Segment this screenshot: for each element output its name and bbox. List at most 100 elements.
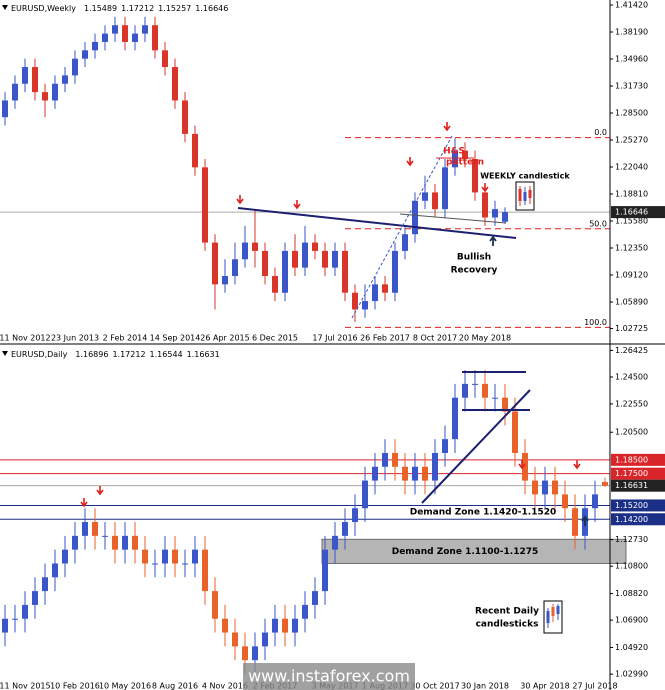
- header-high: 1.17212: [112, 350, 145, 359]
- annotation: WEEKLY candlestick: [480, 172, 570, 181]
- header-close: 1.16631: [187, 350, 220, 359]
- candle-body: [82, 50, 88, 59]
- weekly-header: EURUSD,Weekly 1.15489 1.17212 1.15257 1.1664…: [11, 4, 228, 13]
- candle-body: [492, 209, 498, 218]
- candle-body: [422, 192, 428, 201]
- candle-body: [452, 397, 458, 440]
- fib-label: 100.0: [584, 318, 607, 327]
- price-level-box: [611, 206, 665, 219]
- candle-body: [502, 212, 508, 222]
- annotation: pattern: [446, 158, 484, 168]
- x-tick-label: 8 Aug 2016: [152, 682, 198, 690]
- y-tick-label: 1.12730: [615, 535, 648, 544]
- candle-body: [372, 466, 378, 481]
- header-close: 1.16646: [195, 4, 228, 13]
- candle-body: [52, 563, 58, 578]
- arrow-down: [80, 498, 88, 508]
- candle-body: [432, 452, 438, 481]
- x-tick-label: 10 May 2016: [99, 682, 151, 690]
- arrow-down: [96, 486, 104, 496]
- y-tick-label: 1.02725: [615, 324, 648, 333]
- annotation: candlesticks: [476, 620, 539, 630]
- price-level-box: [611, 499, 665, 512]
- arrow-up: [489, 235, 497, 246]
- trendline: [237, 207, 517, 239]
- fib-label: 0.0: [594, 128, 607, 137]
- y-tick-label: 1.10800: [615, 562, 648, 571]
- neckline: [399, 213, 507, 224]
- candle-body: [572, 508, 578, 536]
- candle-body: [332, 250, 338, 268]
- arrow-down: [518, 460, 526, 470]
- candle-body: [402, 466, 408, 481]
- watermark-box: [243, 663, 415, 690]
- candle-body: [122, 25, 128, 42]
- x-tick-label: 17 Jul 2016: [312, 334, 357, 343]
- candle-body: [122, 535, 128, 550]
- candle-body: [212, 242, 218, 285]
- y-tick-label: 1.26425: [615, 346, 648, 355]
- x-tick-label: 4 Nov 2016: [202, 682, 248, 690]
- candle-body: [112, 535, 118, 550]
- candle-body: [512, 411, 518, 453]
- daily-trendlines: [421, 371, 531, 504]
- candle-body: [142, 549, 148, 564]
- candle-body: [492, 397, 498, 399]
- candle-body: [252, 646, 258, 661]
- candle-body: [282, 250, 288, 293]
- candle-body: [142, 25, 148, 34]
- header-title: EURUSD,Weekly: [11, 4, 76, 13]
- y-tick-label: 1.15580: [615, 217, 648, 226]
- daily-header: EURUSD,Daily 1.16896 1.17212 1.16544 1.16631: [11, 350, 220, 359]
- candle-body: [352, 508, 358, 523]
- candle-body: [382, 284, 388, 293]
- price-level-label: 1.18500: [615, 455, 648, 464]
- y-tick-label: 1.22550: [615, 399, 648, 408]
- y-tick-label: 1.34960: [615, 55, 648, 64]
- arrows-up: [489, 235, 589, 526]
- header-title: EURUSD,Daily: [11, 350, 68, 359]
- candle-body: [362, 480, 368, 509]
- candle-body: [292, 250, 298, 268]
- candle-body: [252, 242, 258, 251]
- candle-body: [82, 522, 88, 536]
- candle-body: [592, 494, 598, 509]
- watermark: www.instaforex.com: [248, 667, 410, 686]
- y-tick-label: 1.06900: [615, 616, 648, 625]
- y-tick-label: 1.12350: [615, 244, 648, 253]
- candle-body: [232, 632, 238, 647]
- candle-body: [72, 58, 78, 76]
- x-tick-label: 14 Sep 2014: [150, 334, 201, 343]
- candle-body: [392, 452, 398, 467]
- annotation: Recovery: [451, 266, 498, 276]
- header-low: 1.16544: [150, 350, 183, 359]
- candle-body: [32, 67, 38, 93]
- arrow-down: [406, 157, 414, 167]
- candle-body: [302, 242, 308, 268]
- candle-body: [112, 25, 118, 34]
- candle-body: [312, 242, 318, 251]
- candle-body: [212, 591, 218, 619]
- candle-body: [542, 480, 548, 495]
- x-tick-label: 20 May 2018: [459, 334, 511, 343]
- candle-body: [22, 604, 28, 619]
- candle-body: [52, 83, 58, 101]
- x-tick-label: 2 Feb 2014: [103, 334, 148, 343]
- x-tick-label: 26 Feb 2017: [360, 334, 410, 343]
- candle-body: [452, 150, 458, 168]
- candle-body: [62, 75, 68, 84]
- arrow-up: [581, 515, 589, 526]
- candle-body: [442, 167, 448, 210]
- y-tick-label: 1.08820: [615, 589, 648, 598]
- candle-body: [102, 535, 108, 537]
- candle-body: [312, 591, 318, 605]
- candle-body: [602, 482, 608, 486]
- candle-body: [322, 250, 328, 268]
- x-tick-label: 30 Oct 2017: [410, 682, 459, 690]
- candle-body: [262, 250, 268, 277]
- candle-body: [332, 535, 338, 550]
